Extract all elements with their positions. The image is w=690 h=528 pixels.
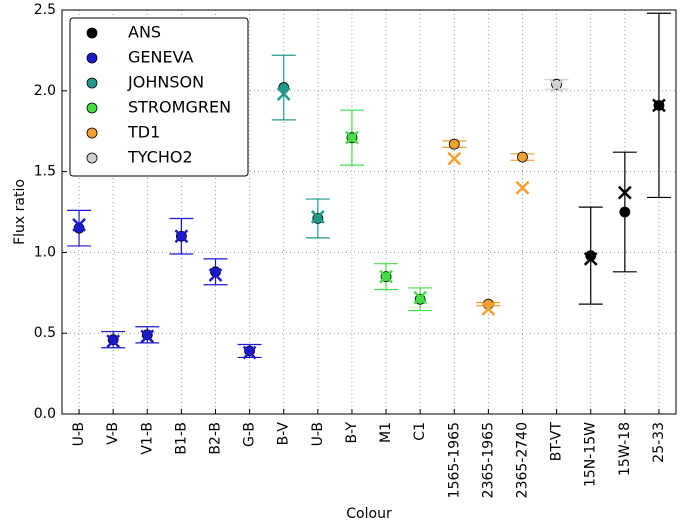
x-axis-label: Colour (346, 506, 392, 522)
legend-marker (86, 152, 98, 164)
data-point (203, 258, 228, 286)
x-tick-label: 15W-18 (617, 422, 633, 476)
model-marker (72, 218, 86, 232)
data-point (67, 209, 92, 247)
x-tick-label: 25-33 (651, 422, 667, 463)
observed-marker (585, 250, 597, 262)
x-tick-label: 15N-15W (583, 422, 599, 487)
legend-label: JOHNSON (127, 73, 204, 92)
data-point (612, 151, 637, 273)
x-tick-label: 2365-1965 (480, 422, 496, 498)
x-tick-label: G-B (242, 422, 258, 447)
x-tick-label: B1-B (173, 422, 189, 455)
data-point (408, 287, 433, 312)
legend-marker (86, 102, 98, 114)
legend-marker (86, 127, 98, 139)
x-tick-label: V1-B (139, 422, 155, 455)
observed-marker (448, 138, 460, 150)
model-marker (140, 329, 155, 344)
model-marker (208, 268, 223, 282)
x-tick-label: B2-B (208, 422, 224, 455)
x-tick-label: U-B (71, 422, 87, 446)
model-marker (481, 302, 496, 316)
data-point (305, 198, 330, 239)
x-tick-label: B-V (276, 422, 292, 446)
data-point (442, 138, 467, 166)
model-marker (310, 209, 325, 224)
x-tick-label: BT-VT (549, 422, 565, 462)
model-marker (583, 251, 598, 266)
y-tick-label: 1.0 (34, 244, 56, 260)
x-tick-label: 1565-1965 (446, 422, 462, 498)
data-point (476, 298, 501, 316)
y-tick-label: 0.0 (34, 406, 56, 422)
observed-marker (210, 266, 221, 278)
legend-label: TD1 (127, 123, 160, 142)
legend-label: TYCHO2 (127, 148, 193, 167)
y-tick-label: 2.5 (34, 2, 56, 18)
data-point (237, 343, 262, 360)
y-tick-label: 1.5 (34, 164, 56, 180)
legend-marker (86, 52, 98, 64)
data-point (544, 78, 569, 93)
legend-marker (86, 77, 98, 89)
x-tick-label: V-B (105, 422, 121, 445)
observed-marker (517, 151, 528, 163)
observed-marker (73, 222, 85, 234)
model-marker (379, 269, 393, 284)
model-marker (106, 334, 121, 349)
legend-marker (86, 27, 98, 39)
legend-label: STROMGREN (128, 98, 231, 117)
x-tick-label: 2365-2740 (515, 422, 531, 498)
data-point (374, 263, 399, 291)
data-point (101, 330, 126, 349)
data-point (135, 326, 160, 344)
legend-label: ANS (128, 23, 161, 42)
data-point (646, 12, 671, 199)
legend-label: GENEVA (128, 48, 194, 67)
model-marker (617, 185, 632, 200)
observed-marker (619, 206, 631, 218)
y-tick-label: 2.0 (34, 83, 56, 99)
y-axis-label: Flux ratio (12, 179, 28, 245)
model-marker (447, 151, 462, 166)
data-point (510, 151, 535, 195)
data-point (578, 206, 603, 305)
model-marker (549, 79, 564, 93)
y-tick-label: 0.5 (34, 325, 56, 341)
model-marker (174, 229, 189, 244)
x-tick-label: U-B (310, 422, 326, 446)
legend-box (69, 17, 249, 177)
x-tick-label: C1 (412, 422, 428, 441)
x-tick-label: M1 (378, 422, 394, 443)
model-marker (242, 345, 257, 360)
model-marker (345, 130, 359, 145)
plot-frame (61, 9, 677, 415)
model-marker (515, 180, 530, 195)
model-marker (413, 290, 428, 305)
data-point (169, 217, 194, 255)
model-marker (652, 98, 666, 113)
data-point (271, 54, 296, 121)
data-point (339, 109, 364, 166)
model-marker (276, 87, 291, 101)
x-tick-label: B-Y (344, 422, 360, 444)
